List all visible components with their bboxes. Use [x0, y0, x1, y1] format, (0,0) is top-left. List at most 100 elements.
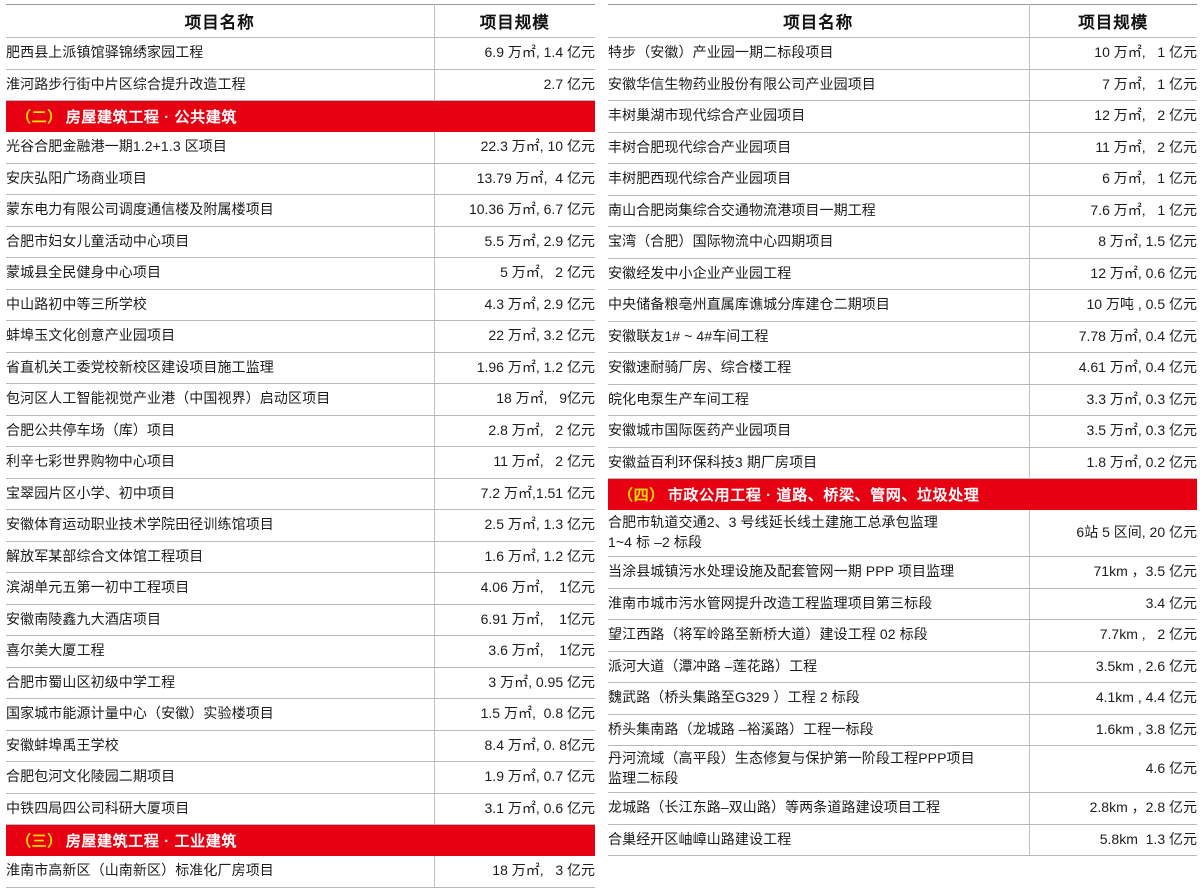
section-banner-row: （二） 房屋建筑工程 · 公共建筑	[6, 100, 595, 132]
cell-project-name: 安徽南陵鑫九大酒店项目	[6, 604, 435, 636]
section-banner-row: （四） 市政公用工程 · 道路、桥梁、管网、垃圾处理	[608, 478, 1197, 510]
cell-project-name: 丹河流域（高平段）生态修复与保护第一阶段工程PPP项目 监理二标段	[608, 745, 1030, 793]
table-row: 肥西县上派镇馆驿锦绣家园工程 6.9 万㎡, 1.4 亿元	[6, 37, 595, 70]
cell-project-name: 安徽速耐骑厂房、综合楼工程	[608, 352, 1030, 385]
cell-project-name: 解放军某部综合文体馆工程项目	[6, 541, 435, 573]
cell-project-scale: 13.79 万㎡, 4 亿元	[434, 163, 595, 195]
cell-project-name: 南山合肥岗集综合交通物流港项目一期工程	[608, 195, 1030, 227]
cell-project-scale: 3.6 万㎡, 1亿元	[434, 635, 595, 668]
section-banner-cell: （二） 房屋建筑工程 · 公共建筑	[6, 100, 595, 132]
cell-project-scale: 11 万㎡, 2 亿元	[1029, 132, 1197, 164]
section-banner-text: （四） 市政公用工程 · 道路、桥梁、管网、垃圾处理	[618, 479, 1197, 509]
section-number: （二）	[16, 108, 63, 126]
cell-project-scale: 3.1 万㎡, 0.6 亿元	[434, 793, 595, 825]
table-row: 合肥公共停车场（库）项目 2.8 万㎡, 2 亿元	[6, 415, 595, 447]
cell-project-name: 合肥市妇女儿童活动中心项目	[6, 226, 435, 258]
cell-project-name: 桥头集南路（龙城路 –裕溪路）工程一标段	[608, 714, 1030, 746]
table-row: 安徽南陵鑫九大酒店项目 6.91 万㎡, 1亿元	[6, 604, 595, 636]
table-row: 丰树合肥现代综合产业园项目 11 万㎡, 2 亿元	[608, 132, 1197, 164]
cell-project-name: 合肥市轨道交通2、3 号线延长线土建施工总承包监理 1~4 标 –2 标段	[608, 509, 1030, 557]
cell-project-scale: 71km ，3.5 亿元	[1029, 556, 1197, 589]
cell-project-scale: 3.4 亿元	[1029, 588, 1197, 620]
cell-project-scale: 1.6 万㎡, 1.2 亿元	[434, 541, 595, 573]
cell-project-name: 喜尔美大厦工程	[6, 635, 435, 668]
cell-project-scale: 4.06 万㎡, 1亿元	[434, 572, 595, 605]
section-banner-text: （三） 房屋建筑工程 · 工业建筑	[16, 825, 595, 855]
cell-project-scale: 6.91 万㎡, 1亿元	[434, 604, 595, 636]
cell-project-name: 丰树肥西现代综合产业园项目	[608, 163, 1030, 196]
cell-project-name: 中铁四局四公司科研大厦项目	[6, 793, 435, 825]
cell-project-scale: 1.9 万㎡, 0.7 亿元	[434, 761, 595, 794]
section-number: （三）	[16, 832, 63, 850]
section-banner-cell: （四） 市政公用工程 · 道路、桥梁、管网、垃圾处理	[608, 478, 1197, 510]
section-title: 市政公用工程 · 道路、桥梁、管网、垃圾处理	[667, 486, 980, 504]
table-row: 安徽联友1# ~ 4#车间工程 7.78 万㎡, 0.4 亿元	[608, 321, 1197, 353]
cell-project-name: 光谷合肥金融港一期1.2+1.3 区项目	[6, 131, 435, 164]
cell-project-scale: 7.2 万㎡,1.51 亿元	[434, 478, 595, 510]
table-row: 解放军某部综合文体馆工程项目 1.6 万㎡, 1.2 亿元	[6, 541, 595, 573]
cell-project-name: 安庆弘阳广场商业项目	[6, 163, 435, 195]
table-row: 淮南市高新区（山南新区）标准化厂房项目 18 万㎡, 3 亿元	[6, 855, 595, 888]
cell-project-name: 合肥公共停车场（库）项目	[6, 415, 435, 447]
table-row: 龙城路（长江东路–双山路）等两条道路建设项目工程 2.8km ，2.8 亿元	[608, 792, 1197, 825]
table-row: 安徽速耐骑厂房、综合楼工程 4.61 万㎡, 0.4 亿元	[608, 352, 1197, 385]
left-header-project-scale: 项目规模	[434, 4, 595, 38]
left-table-wrap: 项目名称 项目规模 肥西县上派镇馆驿锦绣家园工程 6.9 万㎡, 1.4 亿元 淮河…	[6, 4, 595, 888]
cell-project-scale: 5.5 万㎡, 2.9 亿元	[434, 226, 595, 258]
cell-project-name: 国家城市能源计量中心（安徽）实验楼项目	[6, 698, 435, 731]
section-banner-cell: （三） 房屋建筑工程 · 工业建筑	[6, 824, 595, 856]
cell-project-scale: 7.7km , 2 亿元	[1029, 619, 1197, 652]
table-row: 合巢经开区岫嶂山路建设工程 5.8km 1.3 亿元	[608, 824, 1197, 856]
page-root: 项目名称 项目规模 肥西县上派镇馆驿锦绣家园工程 6.9 万㎡, 1.4 亿元 淮河…	[6, 4, 1197, 888]
left-table-body: 肥西县上派镇馆驿锦绣家园工程 6.9 万㎡, 1.4 亿元 淮河路步行街中片区综合提…	[6, 37, 595, 888]
table-row: 安徽益百利环保科技3 期厂房项目 1.8 万㎡, 0.2 亿元	[608, 447, 1197, 479]
cell-project-name: 利辛七彩世界购物中心项目	[6, 446, 435, 479]
cell-project-name: 蚌埠玉文化创意产业园项目	[6, 320, 435, 353]
cell-project-name: 淮河路步行街中片区综合提升改造工程	[6, 69, 435, 101]
table-row: 丹河流域（高平段）生态修复与保护第一阶段工程PPP项目 监理二标段 4.6 亿元	[608, 745, 1197, 793]
cell-project-scale: 12 万㎡, 2 亿元	[1029, 100, 1197, 133]
table-row: 包河区人工智能视觉产业港（中国视界）启动区项目 18 万㎡, 9亿元	[6, 383, 595, 416]
cell-project-name: 中央储备粮亳州直属库谯城分库建仓二期项目	[608, 289, 1030, 322]
cell-project-name: 蒙东电力有限公司调度通信楼及附属楼项目	[6, 194, 435, 227]
cell-project-name: 特步（安徽）产业园一期二标段项目	[608, 37, 1030, 70]
section-banner-row: （三） 房屋建筑工程 · 工业建筑	[6, 824, 595, 856]
cell-project-scale: 2.8 万㎡, 2 亿元	[434, 415, 595, 447]
cell-project-name: 合肥包河文化陵园二期项目	[6, 761, 435, 794]
table-row: 中央储备粮亳州直属库谯城分库建仓二期项目 10 万吨 , 0.5 亿元	[608, 289, 1197, 322]
table-row: 特步（安徽）产业园一期二标段项目 10 万㎡, 1 亿元	[608, 37, 1197, 70]
cell-project-scale: 6站 5 区间, 20 亿元	[1029, 509, 1197, 557]
cell-project-scale: 2.8km ，2.8 亿元	[1029, 792, 1197, 825]
table-row: 滨湖单元五第一初中工程项目 4.06 万㎡, 1亿元	[6, 572, 595, 605]
cell-project-name: 望江西路（将军岭路至新桥大道）建设工程 02 标段	[608, 619, 1030, 652]
cell-project-name: 蒙城县全民健身中心项目	[6, 257, 435, 290]
cell-project-name: 丰树合肥现代综合产业园项目	[608, 132, 1030, 164]
table-row: 中铁四局四公司科研大厦项目 3.1 万㎡, 0.6 亿元	[6, 793, 595, 825]
table-row: 省直机关工委党校新校区建设项目施工监理 1.96 万㎡, 1.2 亿元	[6, 352, 595, 384]
cell-project-name: 安徽经发中小企业产业园工程	[608, 258, 1030, 290]
cell-project-scale: 4.3 万㎡, 2.9 亿元	[434, 289, 595, 321]
cell-project-name: 中山路初中等三所学校	[6, 289, 435, 321]
right-table-body: 特步（安徽）产业园一期二标段项目 10 万㎡, 1 亿元 安徽华信生物药业股份有限公…	[608, 37, 1197, 856]
left-table-header-row: 项目名称 项目规模	[6, 4, 595, 38]
table-row: 光谷合肥金融港一期1.2+1.3 区项目 22.3 万㎡, 10 亿元	[6, 131, 595, 164]
table-row: 合肥市轨道交通2、3 号线延长线土建施工总承包监理 1~4 标 –2 标段 6站 …	[608, 509, 1197, 557]
cell-project-name: 龙城路（长江东路–双山路）等两条道路建设项目工程	[608, 792, 1030, 825]
table-row: 当涂县城镇污水处理设施及配套管网一期 PPP 项目监理 71km ，3.5 亿元	[608, 556, 1197, 589]
section-number: （四）	[618, 486, 665, 504]
cell-project-scale: 18 万㎡, 9亿元	[434, 383, 595, 416]
cell-project-scale: 10 万㎡, 1 亿元	[1029, 37, 1197, 70]
table-row: 安徽经发中小企业产业园工程 12 万㎡, 0.6 亿元	[608, 258, 1197, 290]
table-row: 安徽华信生物药业股份有限公司产业园项目 7 万㎡, 1 亿元	[608, 69, 1197, 101]
table-row: 丰树巢湖市现代综合产业园项目 12 万㎡, 2 亿元	[608, 100, 1197, 133]
table-row: 蚌埠玉文化创意产业园项目 22 万㎡, 3.2 亿元	[6, 320, 595, 353]
cell-project-scale: 18 万㎡, 3 亿元	[434, 855, 595, 888]
cell-project-scale: 10.36 万㎡, 6.7 亿元	[434, 194, 595, 227]
table-row: 皖化电泵生产车间工程 3.3 万㎡, 0.3 亿元	[608, 384, 1197, 416]
cell-project-scale: 4.1km , 4.4 亿元	[1029, 682, 1197, 715]
right-table-wrap: 项目名称 项目规模 特步（安徽）产业园一期二标段项目 10 万㎡, 1 亿元 安徽华…	[608, 4, 1197, 856]
cell-project-scale: 1.5 万㎡, 0.8 亿元	[434, 698, 595, 731]
cell-project-name: 安徽华信生物药业股份有限公司产业园项目	[608, 69, 1030, 101]
cell-project-scale: 3.5km , 2.6 亿元	[1029, 651, 1197, 683]
table-row: 宝湾（合肥）国际物流中心四期项目 8 万㎡, 1.5 亿元	[608, 226, 1197, 259]
